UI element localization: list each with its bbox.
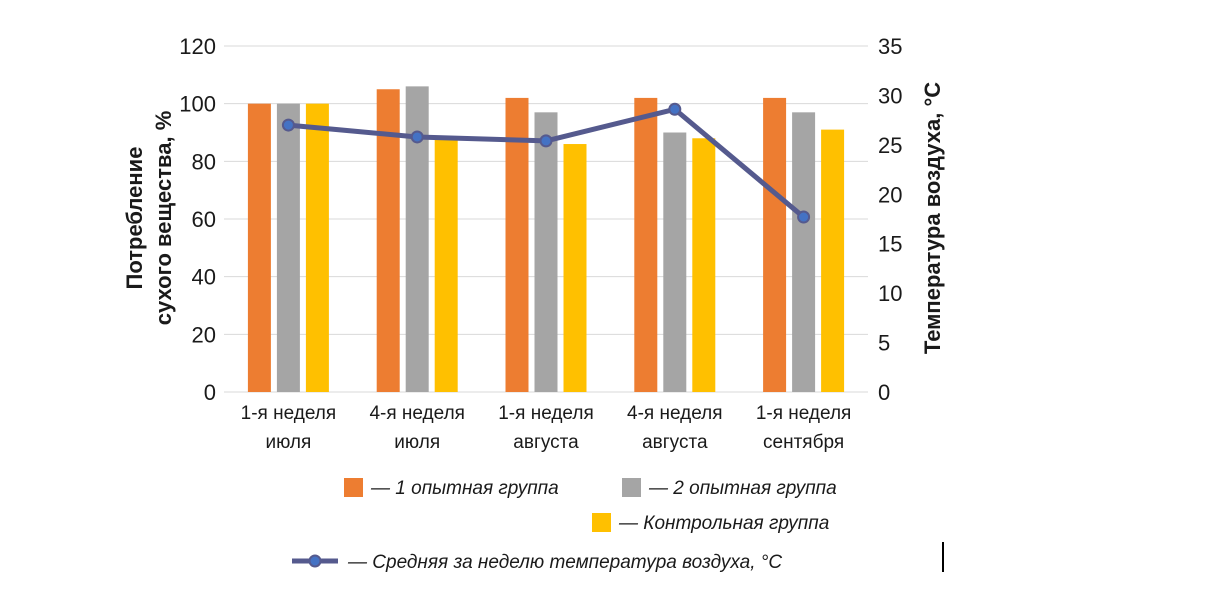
temperature-point [281, 118, 295, 132]
bar-series-3-cat-1 [305, 103, 329, 393]
y-right-tick-label: 15 [878, 232, 902, 257]
bar-series-2-cat-5 [792, 112, 816, 393]
bar-series-2-cat-3 [534, 112, 558, 393]
y-axis-title-line2: сухого вещества, % [151, 111, 176, 326]
bar-series-1-cat-3 [505, 97, 529, 393]
legend-line-marker [308, 554, 322, 568]
x-category-label: июля [394, 432, 440, 453]
bar-series-1-cat-4 [634, 97, 658, 393]
legend-swatch-series-1 [344, 478, 363, 497]
temperature-point [539, 134, 553, 148]
legend: — 1 опытная группа — 2 опытная группа — … [292, 478, 837, 573]
x-category-label: августа [513, 432, 579, 453]
right-axis-ticks: 0 5 10 15 20 25 30 35 [878, 34, 902, 405]
y-axis-right-title: Температура воздуха, °С [920, 82, 945, 354]
y-right-tick-label: 35 [878, 34, 902, 59]
legend-label-series-1: — 1 опытная группа [370, 478, 559, 499]
legend-label-line: — Средняя за неделю температура воздуха,… [347, 552, 782, 573]
y-right-tick-label: 0 [878, 380, 890, 405]
category-labels: 1-я неделя июля 4-я неделя июля 1-я неделя ав… [241, 403, 852, 453]
temperature-point [410, 130, 424, 144]
temperature-point [797, 210, 811, 224]
y-tick-label: 100 [179, 92, 216, 117]
legend-label-series-2: — 2 опытная группа [648, 478, 837, 499]
y-tick-label: 60 [192, 207, 216, 232]
y-tick-label: 0 [204, 380, 216, 405]
text-cursor [942, 542, 944, 572]
y-right-tick-label: 10 [878, 281, 902, 306]
x-category-label: 1-я неделя [498, 403, 594, 424]
y-axis-title-line1: Потребление [122, 147, 147, 290]
y-right-tick-label: 25 [878, 133, 902, 158]
y-right-tick-label: 20 [878, 182, 902, 207]
bar-series-1-cat-1 [247, 103, 271, 393]
legend-swatch-series-2 [622, 478, 641, 497]
bar-series-1-cat-5 [763, 97, 787, 393]
y-tick-label: 120 [179, 34, 216, 59]
x-category-label: августа [642, 432, 708, 453]
bar-series-2-cat-2 [405, 86, 429, 392]
x-category-label: июля [265, 432, 311, 453]
y-right-tick-label: 30 [878, 83, 902, 108]
temperature-point [668, 102, 682, 116]
x-category-label: 4-я неделя [627, 403, 723, 424]
bar-series-2-cat-1 [276, 103, 300, 393]
bar-series-2-cat-4 [663, 132, 687, 392]
left-axis-ticks: 0 20 40 60 80 100 120 [179, 34, 216, 405]
bar-series-3-cat-5 [821, 129, 845, 392]
y-tick-label: 20 [192, 322, 216, 347]
y-right-tick-label: 5 [878, 331, 890, 356]
y-tick-label: 80 [192, 149, 216, 174]
bar-series-3-cat-3 [563, 144, 587, 392]
legend-swatch-series-3 [592, 513, 611, 532]
x-category-label: 1-я неделя [241, 403, 337, 424]
bars [247, 86, 845, 393]
bar-series-3-cat-2 [434, 138, 458, 392]
y-tick-label: 40 [192, 265, 216, 290]
legend-label-series-3: — Контрольная группа [618, 513, 829, 534]
x-category-label: 4-я неделя [369, 403, 465, 424]
temperature-line [281, 102, 811, 224]
x-category-label: 1-я неделя [756, 403, 852, 424]
x-category-label: сентября [763, 432, 844, 453]
bar-series-1-cat-2 [376, 89, 400, 392]
bar-series-3-cat-4 [692, 138, 716, 392]
